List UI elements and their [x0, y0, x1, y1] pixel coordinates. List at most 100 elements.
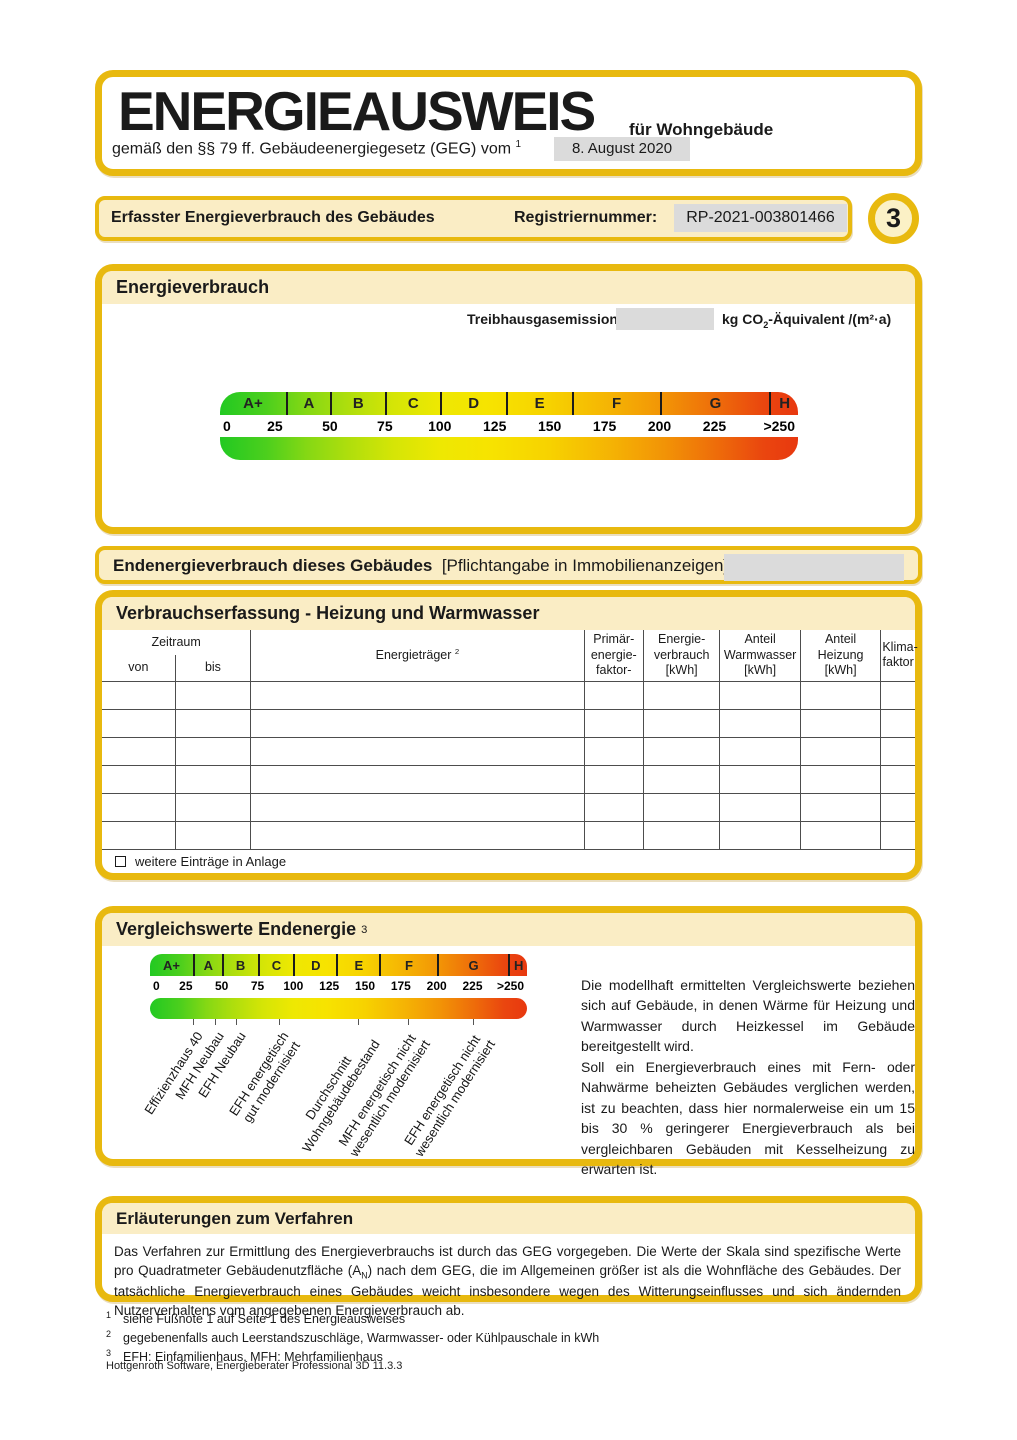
consumption-table-row [102, 736, 915, 766]
consumption-table-cell [583, 792, 644, 822]
consumption-table-row [102, 764, 915, 794]
section-heading-energieverbrauch: Energieverbrauch [102, 271, 915, 304]
consumption-table-cell [250, 736, 585, 766]
scale-tick-label: 0 [153, 979, 160, 993]
more-entries-checkbox[interactable] [115, 855, 126, 867]
consumption-table-cell [799, 764, 882, 794]
consumption-table-cell [719, 680, 801, 710]
scale-tick-label: 225 [702, 418, 727, 434]
scale-tick-label: 25 [179, 979, 193, 993]
footnote-1: 1 siehe Fußnote 1 auf Seite 1 des Energie… [106, 1310, 406, 1327]
section-banner-endenergieverbrauch: Endenergieverbrauch dieses Gebäudes [Pfl… [95, 546, 922, 584]
column-header-bis: bis [174, 655, 251, 682]
scale-tick-label: 175 [390, 979, 411, 993]
consumption-table-cell [799, 820, 882, 850]
consumption-table-row [102, 680, 915, 710]
scale-class-d: D [293, 954, 336, 976]
certificate-title: ENERGIEAUSWEIS [118, 80, 596, 142]
energy-consumption-box: Energieverbrauch Treibhausgasemissionen … [95, 264, 922, 534]
scale-class-f: F [571, 392, 660, 415]
consumption-record-box: Verbrauchserfassung - Heizung und Warmwa… [95, 590, 922, 880]
column-header-energieverbrauch: Energie- verbrauch [kWh] [642, 630, 721, 682]
consumption-table-cell [250, 792, 585, 822]
scale-class-b: B [221, 954, 258, 976]
scale-tick-label: >250 [763, 418, 795, 434]
scale-tick-label: 200 [647, 418, 672, 434]
scale-class-a: A [193, 954, 222, 976]
scale-class-d: D [439, 392, 506, 415]
method-explanation-text: Das Verfahren zur Ermittlung des Energie… [114, 1244, 901, 1319]
comparison-tick [408, 1019, 410, 1025]
registration-number-label: Registriernummer: [514, 209, 658, 226]
column-header-anteil-warmwasser: Anteil Warmwasser [kWh] [719, 630, 801, 682]
scale-tick-label: 50 [214, 979, 229, 993]
scale-class-e: E [336, 954, 379, 976]
scale-tick-band: 0 25 50 75 100 125 150 175 200 225 >250 [220, 415, 798, 437]
ghg-emissions-unit: kg CO2-Äquivalent /(m²·a) [722, 311, 892, 330]
consumption-table-cell [174, 736, 252, 766]
footnote-3: 3 EFH: Einfamilienhaus, MFH: Mehrfamilien… [106, 1348, 383, 1365]
consumption-table-cell [174, 764, 252, 794]
consumption-table-cell [642, 708, 721, 738]
scale-class-a: A [285, 392, 330, 415]
scale-tick-label: 0 [223, 418, 231, 434]
consumption-table-cell [583, 708, 644, 738]
consumption-table-cell [174, 792, 252, 822]
certificate-header-box: ENERGIEAUSWEIS für Wohngebäude gemäß den… [95, 70, 922, 176]
method-explanation-box: Erläuterungen zum Verfahren Das Verfahre… [95, 1196, 922, 1318]
consumption-table-cell [719, 820, 801, 850]
scale-class-f: F [379, 954, 436, 976]
footnotes: 1 siehe Fußnote 1 auf Seite 1 des Energie… [106, 1310, 599, 1367]
energy-consumption-scale: A+ A B C D E F G H 0 25 50 75 100 125 150 175 200 225 >250 [220, 392, 798, 460]
comparison-paragraph-2: Soll ein Energieverbrauch eines mit Fern… [581, 1058, 915, 1177]
banner-title: Erfasster Energieverbrauch des Gebäudes [111, 209, 435, 226]
consumption-table-cell [880, 680, 915, 710]
consumption-table-cell [642, 764, 721, 794]
comparison-building-labels: Effizienzhaus 40 MFH Neubau EFH Neubau EFH … [141, 1019, 527, 1166]
scale-tick-label: >250 [496, 979, 524, 993]
consumption-table-cell [250, 680, 585, 710]
scale-gradient-band [150, 998, 527, 1019]
comparison-tick [472, 1019, 474, 1025]
consumption-table-cell [799, 792, 882, 822]
section-heading-erlaeuterungen: Erläuterungen zum Verfahren [102, 1203, 915, 1234]
scale-gradient-band [220, 437, 798, 460]
consumption-table-cell [799, 680, 882, 710]
scale-tick-label: 25 [267, 418, 283, 434]
consumption-table-cell [799, 708, 882, 738]
consumption-table-cell [583, 736, 644, 766]
footnote-ref-3: 3 [361, 923, 368, 936]
column-header-klimafaktor: Klima- faktor [880, 630, 918, 682]
consumption-table-cell [102, 680, 176, 710]
consumption-table-cell [174, 680, 252, 710]
more-entries-label: weitere Einträge in Anlage [135, 853, 287, 869]
scale-class-h: H [508, 954, 527, 976]
consumption-table-cell [880, 736, 915, 766]
comparison-paragraph-1: Die modellhaft ermittelten Vergleichswer… [581, 977, 915, 1055]
consumption-table-cell [583, 764, 644, 794]
certificate-title-suffix: für Wohngebäude [629, 120, 774, 139]
consumption-table-cell [102, 820, 176, 850]
scale-tick-label: 200 [426, 979, 447, 993]
consumption-table-row [102, 792, 915, 822]
scale-tick-label: 175 [592, 418, 617, 434]
footnote-ref-2: 2 [454, 647, 460, 657]
consumption-table-cell [719, 736, 801, 766]
consumption-table: Zeitraum Energieträger 2 Primär- energie… [102, 630, 918, 850]
column-header-zeitraum: Zeitraum [102, 630, 252, 656]
comparison-tick [279, 1019, 280, 1025]
scale-class-g: G [436, 954, 509, 976]
scale-tick-band: 0 25 50 75 100 125 150 175 200 225 >250 [150, 976, 527, 996]
scale-tick-label: 125 [483, 418, 507, 434]
comparison-energy-scale: A+ A B C D E F G H 0 25 50 75 100 125 150 175 200 225 >250 [150, 954, 527, 1019]
consumption-table-cell [880, 820, 915, 850]
scale-tick-label: 100 [428, 418, 452, 434]
scale-tick-label: 150 [355, 979, 376, 993]
comparison-tick [193, 1019, 194, 1025]
certificate-subtitle: gemäß den §§ 79 ff. Gebäudeenergiegesetz… [112, 139, 521, 158]
consumption-table-cell [250, 708, 585, 738]
scale-class-band: A+ A B C D E F G H [220, 392, 798, 415]
comparison-tick [357, 1019, 359, 1025]
consumption-table-cell [880, 708, 915, 738]
